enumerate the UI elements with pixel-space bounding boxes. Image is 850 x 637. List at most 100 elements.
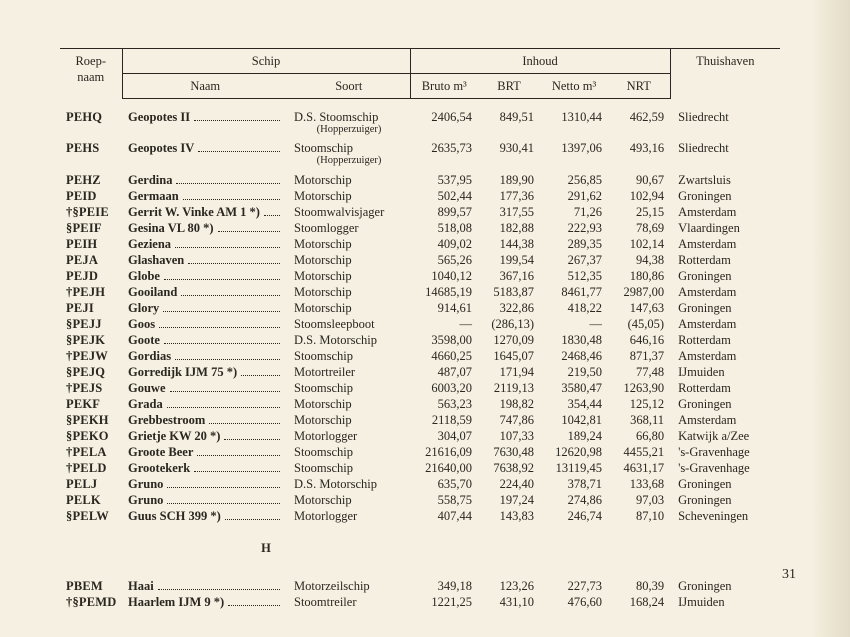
brt-cell: 7630,48 <box>478 444 540 460</box>
netto-cell: 476,60 <box>540 594 608 610</box>
naam-cell: Glory <box>122 300 288 316</box>
thuishaven-cell: Katwijk a/Zee <box>670 428 780 444</box>
nrt-cell: 646,16 <box>608 332 670 348</box>
table-row: PEHQGeopotes IID.S. Stoomschip(Hopperzui… <box>60 109 780 136</box>
brt-cell: 1270,09 <box>478 332 540 348</box>
nrt-cell: 97,03 <box>608 492 670 508</box>
bruto-cell: 3598,00 <box>410 332 478 348</box>
soort-cell: Stoomschip <box>288 348 410 364</box>
naam-cell: Gruno <box>122 476 288 492</box>
naam-cell: Geziena <box>122 236 288 252</box>
soort-cell: Motorschip <box>288 268 410 284</box>
nrt-cell: 4455,21 <box>608 444 670 460</box>
thuishaven-cell: Groningen <box>670 476 780 492</box>
naam-cell: Grada <box>122 396 288 412</box>
section-letter: H <box>128 534 404 558</box>
soort-cell: Motorlogger <box>288 508 410 524</box>
thuishaven-cell: Rotterdam <box>670 252 780 268</box>
naam-cell: Gerrit W. Vinke AM 1 *) <box>122 204 288 220</box>
thuishaven-cell: Groningen <box>670 268 780 284</box>
brt-cell: 1645,07 <box>478 348 540 364</box>
bruto-cell: 6003,20 <box>410 380 478 396</box>
bruto-cell: 2118,59 <box>410 412 478 428</box>
bruto-cell: 565,26 <box>410 252 478 268</box>
soort-cell: Stoomwalvisjager <box>288 204 410 220</box>
soort-cell: Motorschip <box>288 492 410 508</box>
table-row: PEIHGezienaMotorschip409,02144,38289,351… <box>60 236 780 252</box>
brt-cell: 431,10 <box>478 594 540 610</box>
naam-cell: Gordias <box>122 348 288 364</box>
thuishaven-cell: Amsterdam <box>670 412 780 428</box>
roepnaam-cell: PEKF <box>60 396 122 412</box>
header-netto: Netto m³ <box>540 74 608 99</box>
roepnaam-cell: PEJD <box>60 268 122 284</box>
roepnaam-cell: PEHS <box>60 140 122 167</box>
page-number: 31 <box>782 567 796 583</box>
nrt-cell: 102,94 <box>608 188 670 204</box>
soort-cell: Stoomschip(Hopperzuiger) <box>288 140 410 167</box>
nrt-cell: 77,48 <box>608 364 670 380</box>
netto-cell: 222,93 <box>540 220 608 236</box>
netto-cell: 354,44 <box>540 396 608 412</box>
bruto-cell: 558,75 <box>410 492 478 508</box>
naam-cell: Glashaven <box>122 252 288 268</box>
soort-cell: Stoomschip <box>288 444 410 460</box>
naam-cell: Haai <box>122 578 288 594</box>
thuishaven-cell: Groningen <box>670 188 780 204</box>
soort-cell: Stoomschip <box>288 380 410 396</box>
table-row: †§PEMDHaarlem IJM 9 *)Stoomtreiler1221,2… <box>60 594 780 610</box>
bruto-cell: 899,57 <box>410 204 478 220</box>
roepnaam-cell: §PEJQ <box>60 364 122 380</box>
bruto-cell: 914,61 <box>410 300 478 316</box>
table-row: PELJGrunoD.S. Motorschip635,70224,40378,… <box>60 476 780 492</box>
bruto-cell: 563,23 <box>410 396 478 412</box>
naam-cell: Guus SCH 399 *) <box>122 508 288 524</box>
netto-cell: 256,85 <box>540 172 608 188</box>
brt-cell: 177,36 <box>478 188 540 204</box>
bruto-cell: 407,44 <box>410 508 478 524</box>
table-row: †§PEIEGerrit W. Vinke AM 1 *)Stoomwalvis… <box>60 204 780 220</box>
thuishaven-cell: Groningen <box>670 300 780 316</box>
brt-cell: 317,55 <box>478 204 540 220</box>
soort-cell: Stoomtreiler <box>288 594 410 610</box>
header-bruto: Bruto m³ <box>410 74 478 99</box>
roepnaam-cell: †PELD <box>60 460 122 476</box>
brt-cell: 930,41 <box>478 140 540 167</box>
nrt-cell: 90,67 <box>608 172 670 188</box>
roepnaam-cell: §PEJK <box>60 332 122 348</box>
soort-cell: Motorschip <box>288 252 410 268</box>
table-row: †PEJHGooilandMotorschip14685,195183,8784… <box>60 284 780 300</box>
brt-cell: 197,24 <box>478 492 540 508</box>
thuishaven-cell: Zwartsluis <box>670 172 780 188</box>
nrt-cell: 133,68 <box>608 476 670 492</box>
netto-cell: 227,73 <box>540 578 608 594</box>
brt-cell: 182,88 <box>478 220 540 236</box>
roepnaam-cell: PEIH <box>60 236 122 252</box>
bruto-cell: 537,95 <box>410 172 478 188</box>
brt-cell: 849,51 <box>478 109 540 136</box>
naam-cell: Germaan <box>122 188 288 204</box>
netto-cell: 1397,06 <box>540 140 608 167</box>
nrt-cell: 462,59 <box>608 109 670 136</box>
naam-cell: Grebbestroom <box>122 412 288 428</box>
nrt-cell: 78,69 <box>608 220 670 236</box>
thuishaven-cell: Rotterdam <box>670 380 780 396</box>
thuishaven-cell: Groningen <box>670 492 780 508</box>
naam-cell: Goote <box>122 332 288 348</box>
roepnaam-cell: PEID <box>60 188 122 204</box>
thuishaven-cell: Amsterdam <box>670 316 780 332</box>
naam-cell: Groote Beer <box>122 444 288 460</box>
netto-cell: 219,50 <box>540 364 608 380</box>
soort-cell: Stoomlogger <box>288 220 410 236</box>
netto-cell: 1310,44 <box>540 109 608 136</box>
thuishaven-cell: Rotterdam <box>670 332 780 348</box>
header-brt: BRT <box>478 74 540 99</box>
nrt-cell: 25,15 <box>608 204 670 220</box>
roepnaam-cell: §PELW <box>60 508 122 524</box>
bruto-cell: 4660,25 <box>410 348 478 364</box>
roepnaam-cell: †PELA <box>60 444 122 460</box>
header-naam: Naam <box>122 74 288 99</box>
nrt-cell: 168,24 <box>608 594 670 610</box>
naam-cell: Gesina VL 80 *) <box>122 220 288 236</box>
table-row: PBEMHaaiMotorzeilschip349,18123,26227,73… <box>60 578 780 594</box>
